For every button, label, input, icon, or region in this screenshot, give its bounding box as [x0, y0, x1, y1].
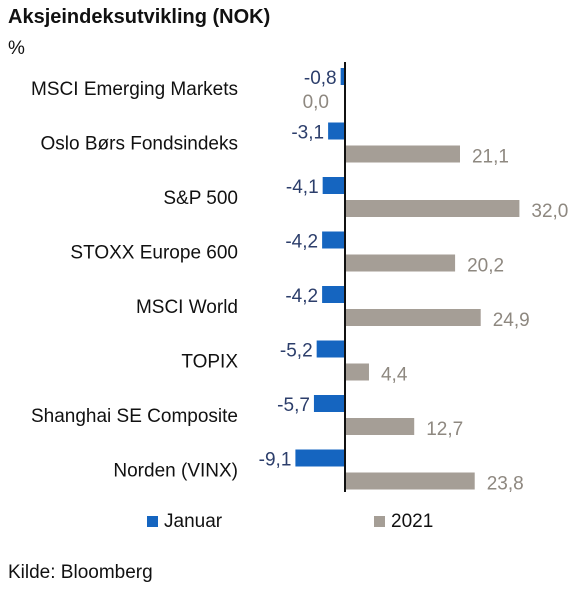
- category-label: Norden (VINX): [113, 461, 238, 482]
- bar-januar: [322, 286, 345, 303]
- bar-2021: [345, 418, 415, 435]
- value-label-2021: 21,1: [472, 147, 509, 168]
- legend-swatch-januar: [147, 516, 158, 527]
- category-label: Oslo Børs Fondsindeks: [41, 134, 238, 155]
- bar-januar: [322, 231, 345, 249]
- bar-januar: [316, 340, 345, 358]
- value-label-januar: -0,8: [304, 68, 337, 89]
- bar-januar: [295, 449, 345, 467]
- category-label: Shanghai SE Composite: [31, 406, 238, 427]
- value-label-januar: -9,1: [259, 450, 292, 471]
- value-label-2021: 4,4: [381, 365, 408, 386]
- bar-januar: [313, 395, 345, 412]
- bar-januar: [322, 177, 345, 194]
- bar-2021: [345, 145, 460, 163]
- source-note: Kilde: Bloomberg: [8, 562, 153, 583]
- value-label-2021: 20,2: [467, 256, 504, 277]
- value-label-2021: 12,7: [426, 419, 463, 440]
- bar-2021: [345, 363, 369, 381]
- value-label-2021: 0,0: [303, 92, 329, 113]
- value-label-2021: 32,0: [531, 201, 568, 222]
- category-label: STOXX Europe 600: [70, 243, 238, 264]
- category-label: TOPIX: [181, 352, 238, 373]
- chart-title: Aksjeindeksutvikling (NOK): [8, 6, 271, 28]
- category-label: S&P 500: [163, 188, 238, 209]
- bar-2021: [345, 200, 520, 217]
- bar-2021: [345, 254, 456, 272]
- bar-januar: [340, 68, 345, 85]
- value-label-2021: 23,8: [487, 474, 524, 495]
- value-label-januar: -4,1: [286, 177, 319, 198]
- value-label-januar: -4,2: [285, 286, 318, 307]
- legend-swatch-2021: [374, 516, 385, 527]
- bar-2021: [345, 472, 475, 490]
- value-label-januar: -5,2: [280, 341, 313, 362]
- category-label: MSCI World: [136, 297, 238, 318]
- value-label-januar: -4,2: [285, 232, 318, 253]
- legend-label-januar: Januar: [164, 511, 223, 532]
- category-label: MSCI Emerging Markets: [31, 79, 238, 100]
- value-label-januar: -3,1: [291, 123, 324, 144]
- bar-2021: [345, 309, 481, 326]
- value-label-2021: 24,9: [493, 310, 530, 331]
- unit-label: %: [8, 38, 25, 59]
- value-label-januar: -5,7: [277, 395, 310, 416]
- bar-januar: [328, 122, 345, 140]
- legend-label-2021: 2021: [391, 511, 433, 532]
